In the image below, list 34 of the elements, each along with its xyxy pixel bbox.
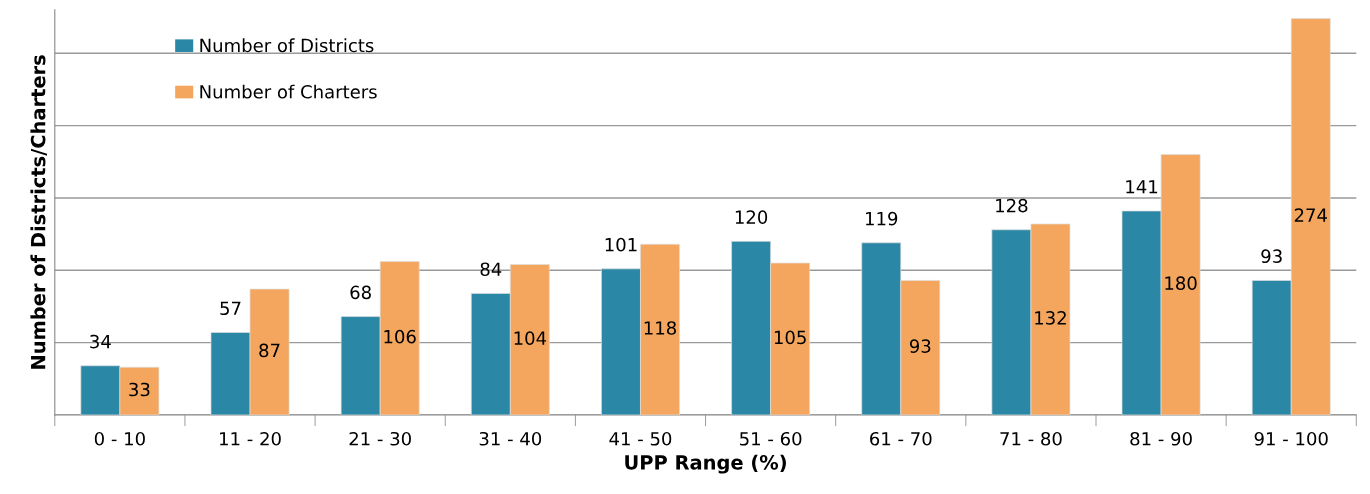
x-axis-title: UPP Range (%): [625, 454, 786, 474]
data-label: 274: [1294, 208, 1327, 222]
x-tick-label: 31 - 40: [479, 431, 542, 446]
data-label: 93: [909, 339, 931, 353]
data-label: 104: [514, 331, 547, 345]
x-tick-label: 11 - 20: [220, 431, 281, 446]
x-tick-label: 0 - 10: [94, 431, 145, 446]
data-label: 118: [644, 321, 676, 335]
data-label: 119: [866, 211, 898, 226]
y-axis-title: Number of Districts/Charters: [30, 55, 48, 369]
x-tick-label: 91 - 100: [1254, 431, 1328, 446]
x-tick-label: 21 - 30: [349, 431, 411, 446]
x-tick-label: 51 - 60: [740, 431, 802, 446]
data-label: 106: [384, 329, 416, 344]
data-label: 33: [129, 382, 150, 397]
data-label: 68: [350, 285, 371, 300]
data-label: 84: [480, 262, 502, 277]
data-label: 141: [1126, 180, 1158, 194]
x-tick-label: 71 - 80: [1000, 431, 1062, 446]
data-label: 87: [259, 343, 280, 358]
legend-label: Number of Charters: [200, 84, 377, 99]
data-label: 105: [774, 330, 806, 345]
data-label: 93: [1261, 249, 1282, 264]
x-tick-label: 61 - 70: [870, 431, 932, 446]
legend-label: Number of Districts: [200, 38, 374, 53]
data-label: 57: [220, 301, 241, 316]
x-tick-label: 41 - 50: [609, 431, 672, 446]
x-tick-label: 81 - 90: [1130, 431, 1192, 446]
data-label: 128: [996, 198, 1028, 213]
data-label: 132: [1035, 311, 1066, 325]
data-label: 101: [605, 237, 637, 252]
data-label: 34: [90, 334, 111, 349]
data-label: 120: [735, 210, 768, 224]
data-label: 180: [1165, 276, 1197, 290]
